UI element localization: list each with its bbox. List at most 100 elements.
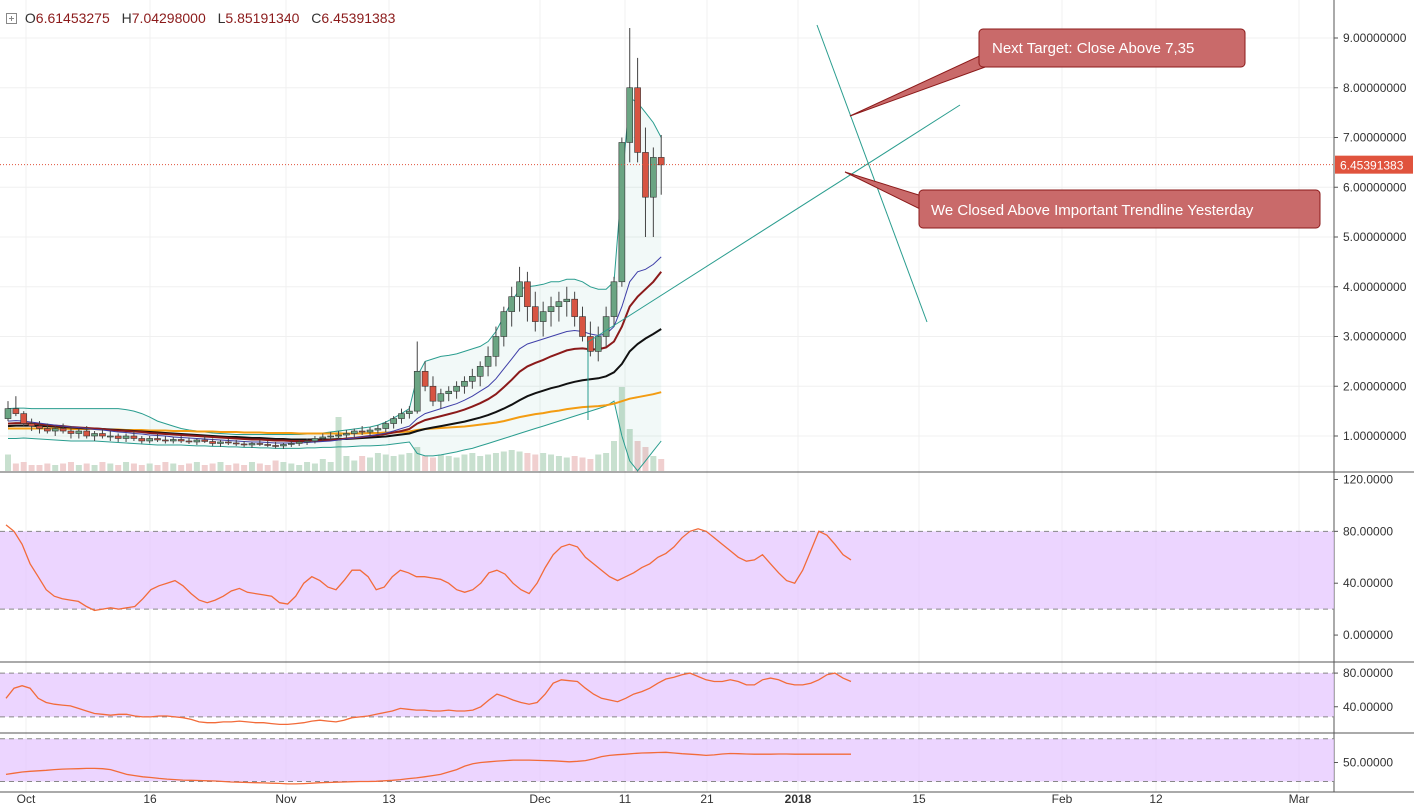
time-axis-label: 11	[619, 792, 632, 806]
candle-body	[390, 418, 397, 424]
candle-body	[225, 441, 232, 444]
candle-body	[500, 311, 508, 337]
volume-bar	[36, 465, 43, 471]
candle-body	[453, 385, 460, 392]
candle-body	[67, 430, 75, 434]
volume-bar	[508, 450, 515, 471]
volume-bar	[75, 465, 82, 471]
volume-bar	[485, 454, 492, 471]
rsi-pane-1-tick-label: 80.00000	[1343, 524, 1393, 538]
candle-body	[209, 441, 216, 444]
volume-bar	[272, 460, 279, 471]
volume-bar	[327, 462, 334, 471]
candle-body	[272, 445, 279, 447]
candle-body	[461, 380, 468, 387]
candle-body	[642, 152, 649, 198]
candle-body	[358, 430, 366, 433]
candle-body	[374, 428, 382, 431]
candle-body	[248, 443, 256, 446]
candle-body	[59, 428, 67, 432]
ema-blue-line	[7, 256, 662, 444]
volume-bar	[115, 465, 122, 471]
candle-body	[319, 436, 327, 439]
rsi-pane-2-tick-label: 80.00000	[1343, 666, 1393, 680]
candle-body	[193, 439, 201, 443]
volume-bar	[12, 463, 19, 471]
candle-body	[657, 157, 665, 166]
candle-body	[146, 438, 153, 442]
time-axis-label: Nov	[275, 792, 296, 806]
bollinger-upper-line	[7, 96, 662, 435]
candle-body	[122, 435, 130, 439]
expand-icon[interactable]	[6, 13, 17, 24]
time-axis-label: Dec	[529, 792, 550, 806]
volume-bar	[319, 459, 326, 471]
volume-bar	[91, 465, 98, 471]
candle-body	[571, 298, 578, 317]
candle-body	[83, 430, 90, 437]
annotation-text-1: Next Target: Close Above 7,35	[992, 40, 1194, 57]
ohlc-legend: O6.61453275 H7.04298000 L5.85191340 C6.4…	[6, 10, 403, 26]
open-label: O	[24, 10, 36, 26]
candle-body	[476, 366, 484, 377]
open-value: 6.61453275	[35, 10, 110, 26]
volume-bar	[658, 459, 665, 471]
volume-bar	[52, 465, 59, 471]
volume-bar	[201, 465, 208, 471]
volume-bar	[500, 451, 507, 471]
volume-bar	[477, 456, 484, 471]
volume-bar	[422, 456, 429, 471]
candle-body	[303, 440, 311, 443]
candle-body	[201, 439, 209, 442]
volume-bar	[398, 454, 405, 471]
time-axis-label: Oct	[17, 792, 36, 806]
candle-body	[445, 390, 453, 395]
candle-body	[492, 336, 500, 357]
price-axis-label: 4.00000000	[1343, 280, 1407, 294]
price-axis-label: 9.00000000	[1343, 31, 1407, 45]
candle-body	[185, 440, 193, 443]
time-axis-label: 13	[382, 792, 396, 806]
volume-bar	[335, 417, 342, 471]
candle-body	[232, 442, 240, 445]
time-axis-label: 21	[700, 792, 714, 806]
volume-bar	[351, 460, 358, 471]
volume-bar	[469, 453, 476, 471]
candle-body	[12, 408, 20, 414]
volume-bar	[256, 463, 263, 471]
volume-bar	[563, 457, 570, 471]
candle-body	[44, 428, 51, 432]
volume-bar	[170, 463, 177, 471]
candle-body	[469, 375, 476, 382]
candle-body	[626, 87, 634, 143]
candle-body	[484, 356, 492, 367]
time-axis-label: 15	[912, 792, 926, 806]
candle-body	[555, 301, 563, 307]
volume-bar	[20, 462, 27, 471]
time-axis-label: 2018	[785, 792, 812, 806]
volume-bar	[642, 447, 649, 471]
time-axis-label: 12	[1149, 792, 1163, 806]
volume-bar	[178, 465, 185, 471]
volume-bar	[107, 463, 114, 471]
candle-body	[579, 316, 586, 337]
candle-body	[280, 444, 287, 447]
volume-bar	[406, 453, 413, 471]
rsi-pane-1-line	[5, 524, 852, 612]
volume-bar	[233, 463, 240, 471]
rsi-pane-2-line	[5, 672, 852, 726]
rsi-pane-3-line	[5, 751, 851, 785]
rsi-pane-2-band	[0, 673, 1334, 717]
volume-bar	[162, 462, 169, 471]
candle-body	[610, 281, 618, 317]
candle-body	[138, 438, 146, 442]
candle-body	[335, 434, 342, 437]
volume-bar	[540, 453, 547, 471]
volume-bar	[67, 462, 74, 471]
candle-body	[587, 336, 594, 352]
low-value: 5.85191340	[225, 10, 300, 26]
volume-bar	[5, 454, 11, 471]
volume-bar	[343, 456, 350, 471]
